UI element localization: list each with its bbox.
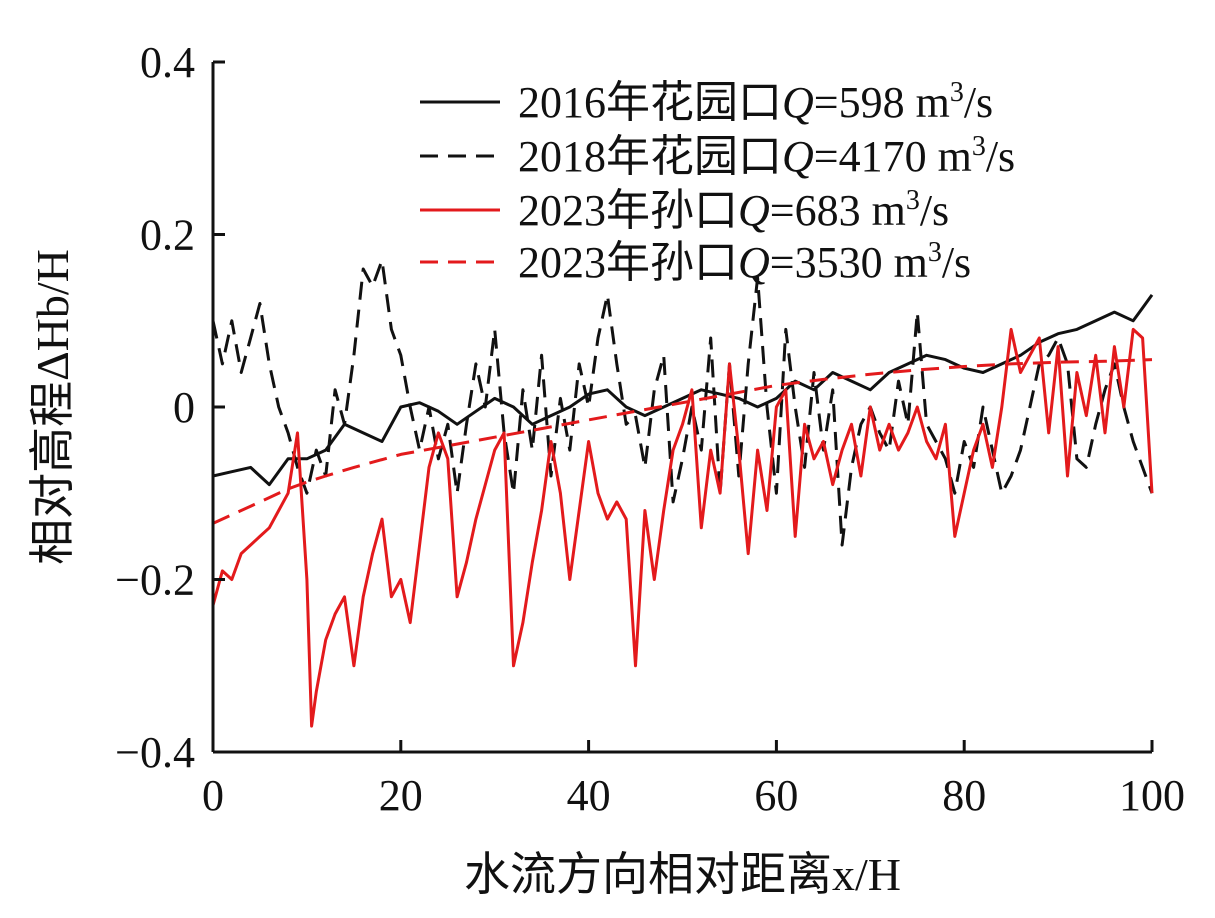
series-layer	[211, 258, 1154, 728]
x-axis-title: 水流方向相对距离x/H	[464, 849, 901, 900]
x-tick-label: 20	[379, 771, 423, 820]
y-tick-label: −0.2	[115, 556, 195, 605]
y-tick-label: 0	[173, 383, 195, 432]
x-tick-label: 40	[567, 771, 611, 820]
x-tick-label: 0	[202, 771, 224, 820]
series-line-4	[212, 358, 1153, 525]
y-tick-label: 0.2	[140, 211, 195, 260]
x-tick-label: 60	[754, 771, 798, 820]
y-tick-label: 0.4	[140, 38, 195, 87]
legend-label-4: 2023年孙口Q=3530 m3/s	[518, 237, 971, 287]
x-tick-label: 100	[1119, 771, 1185, 820]
x-tick-label: 80	[942, 771, 986, 820]
series-line-3	[211, 327, 1154, 728]
legend-label-2: 2018年花园口Q=4170 m3/s	[518, 131, 1015, 181]
legend-label-3: 2023年孙口Q=683 m3/s	[518, 185, 949, 235]
series-line-2	[211, 258, 1154, 547]
y-axis-title: 相对高程ΔHb/H	[27, 249, 78, 565]
ticks-layer: 0 20 40 60 80 100 −0.4 −0.2 0 0.2 0.4	[115, 38, 1185, 820]
legend-label-1: 2016年花园口Q=598 m3/s	[518, 77, 993, 127]
y-tick-label: −0.4	[115, 728, 195, 777]
series-line-1	[212, 294, 1154, 487]
